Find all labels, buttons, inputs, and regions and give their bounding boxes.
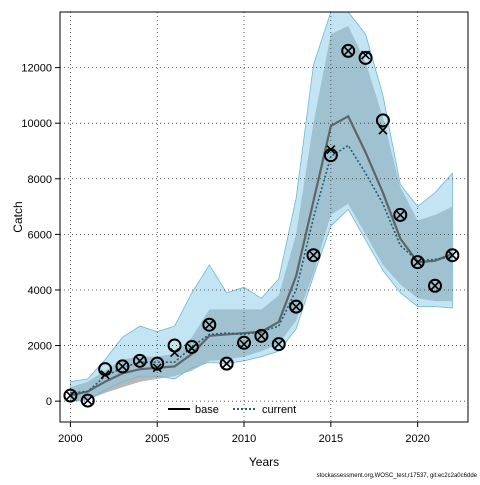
observation-cross — [135, 356, 145, 366]
observation-circle — [271, 337, 286, 352]
cross-stroke — [378, 125, 388, 135]
observation-circle — [289, 299, 304, 314]
y-tick-label: 6000 — [28, 229, 52, 241]
y-tick-label: 0 — [46, 396, 52, 408]
cross-stroke — [152, 363, 162, 373]
observation-cross — [430, 281, 440, 291]
grid-layer — [60, 12, 468, 422]
observation-circle — [80, 393, 95, 408]
cross-stroke — [117, 361, 128, 371]
cross-stroke — [395, 210, 405, 220]
current-confidence-band — [70, 12, 453, 402]
observation-cross — [343, 46, 353, 56]
observation-circle — [358, 50, 373, 65]
y-tick-label: 10000 — [21, 118, 52, 130]
observation-circle — [237, 335, 252, 350]
y-tick-label: 2000 — [28, 341, 52, 353]
cross-stroke — [291, 302, 301, 312]
x-tick-label: 2015 — [319, 433, 343, 445]
cross-stroke — [204, 320, 214, 330]
observation-cross — [170, 347, 180, 358]
observation-cross — [308, 250, 319, 260]
observation-circle — [410, 255, 425, 270]
observation-circle — [445, 248, 460, 263]
observation-cross — [100, 370, 110, 380]
cross-stroke — [256, 331, 266, 341]
observation-circle — [306, 248, 321, 263]
observation-cross — [326, 145, 336, 155]
cross-stroke — [413, 257, 423, 267]
cross-stroke — [239, 339, 249, 349]
observation-cross — [395, 210, 405, 220]
y-tick-label: 8000 — [28, 174, 52, 186]
observation-cross — [291, 302, 301, 312]
observation-cross — [413, 257, 423, 267]
cross-stroke — [135, 356, 145, 366]
observation-circle — [150, 356, 165, 371]
cross-stroke — [326, 145, 336, 155]
observation-circle — [115, 359, 130, 374]
observation-cross — [187, 343, 197, 353]
x-tick-label: 2020 — [405, 433, 429, 445]
observation-cross — [256, 331, 266, 341]
cross-stroke — [187, 343, 197, 353]
cross-stroke — [308, 250, 319, 260]
observation-circle — [254, 328, 269, 343]
observation-cross — [65, 391, 75, 401]
observation-circle — [132, 353, 147, 368]
observation-cross — [378, 125, 388, 135]
observation-circle — [428, 278, 443, 293]
cross-stroke — [430, 281, 440, 291]
observation-circle — [63, 388, 78, 403]
observation-cross — [152, 363, 162, 373]
observation-cross — [204, 320, 214, 330]
legend-base-label: base — [195, 404, 219, 416]
cross-stroke — [100, 370, 110, 380]
y-axis-title: Catch — [11, 201, 25, 232]
observation-circle — [202, 317, 217, 332]
observation-cross — [274, 339, 284, 349]
cross-stroke — [447, 250, 457, 260]
y-tick-label: 12000 — [21, 63, 52, 75]
observation-cross — [361, 50, 371, 60]
observation-circle — [375, 113, 390, 128]
cross-stroke — [65, 391, 75, 401]
current-line — [70, 144, 453, 394]
cross-stroke — [83, 396, 93, 406]
points-layer — [63, 43, 460, 408]
x-tick-label: 2010 — [232, 433, 256, 445]
observation-cross — [117, 361, 128, 371]
observation-circle — [341, 43, 356, 58]
plot-frame — [59, 11, 469, 423]
cross-stroke — [343, 46, 353, 56]
cross-stroke — [274, 339, 284, 349]
x-axis-title: Years — [249, 455, 279, 469]
cross-stroke — [170, 347, 180, 358]
axes-layer: 2000 2005 2010 2015 2020 0 2000 4000 6000 8000 100… — [21, 63, 429, 445]
observation-cross — [239, 339, 249, 349]
bands-layer — [70, 12, 453, 402]
cross-stroke — [222, 359, 232, 369]
x-tick-label: 2000 — [58, 433, 82, 445]
legend-current-label: current — [262, 404, 296, 416]
y-tick-label: 4000 — [28, 285, 52, 297]
legend: base current — [168, 404, 296, 416]
observation-cross — [83, 396, 93, 406]
observation-circle — [393, 207, 408, 222]
lines-layer — [70, 114, 453, 397]
cross-stroke — [361, 50, 371, 60]
observation-cross — [447, 250, 457, 260]
observation-circle — [219, 356, 234, 371]
footer-credit: stockassessment.org,WOSC_test,r17537, gi… — [317, 473, 478, 479]
observation-cross — [222, 359, 232, 369]
observation-circle — [184, 339, 199, 354]
x-tick-label: 2005 — [145, 433, 169, 445]
